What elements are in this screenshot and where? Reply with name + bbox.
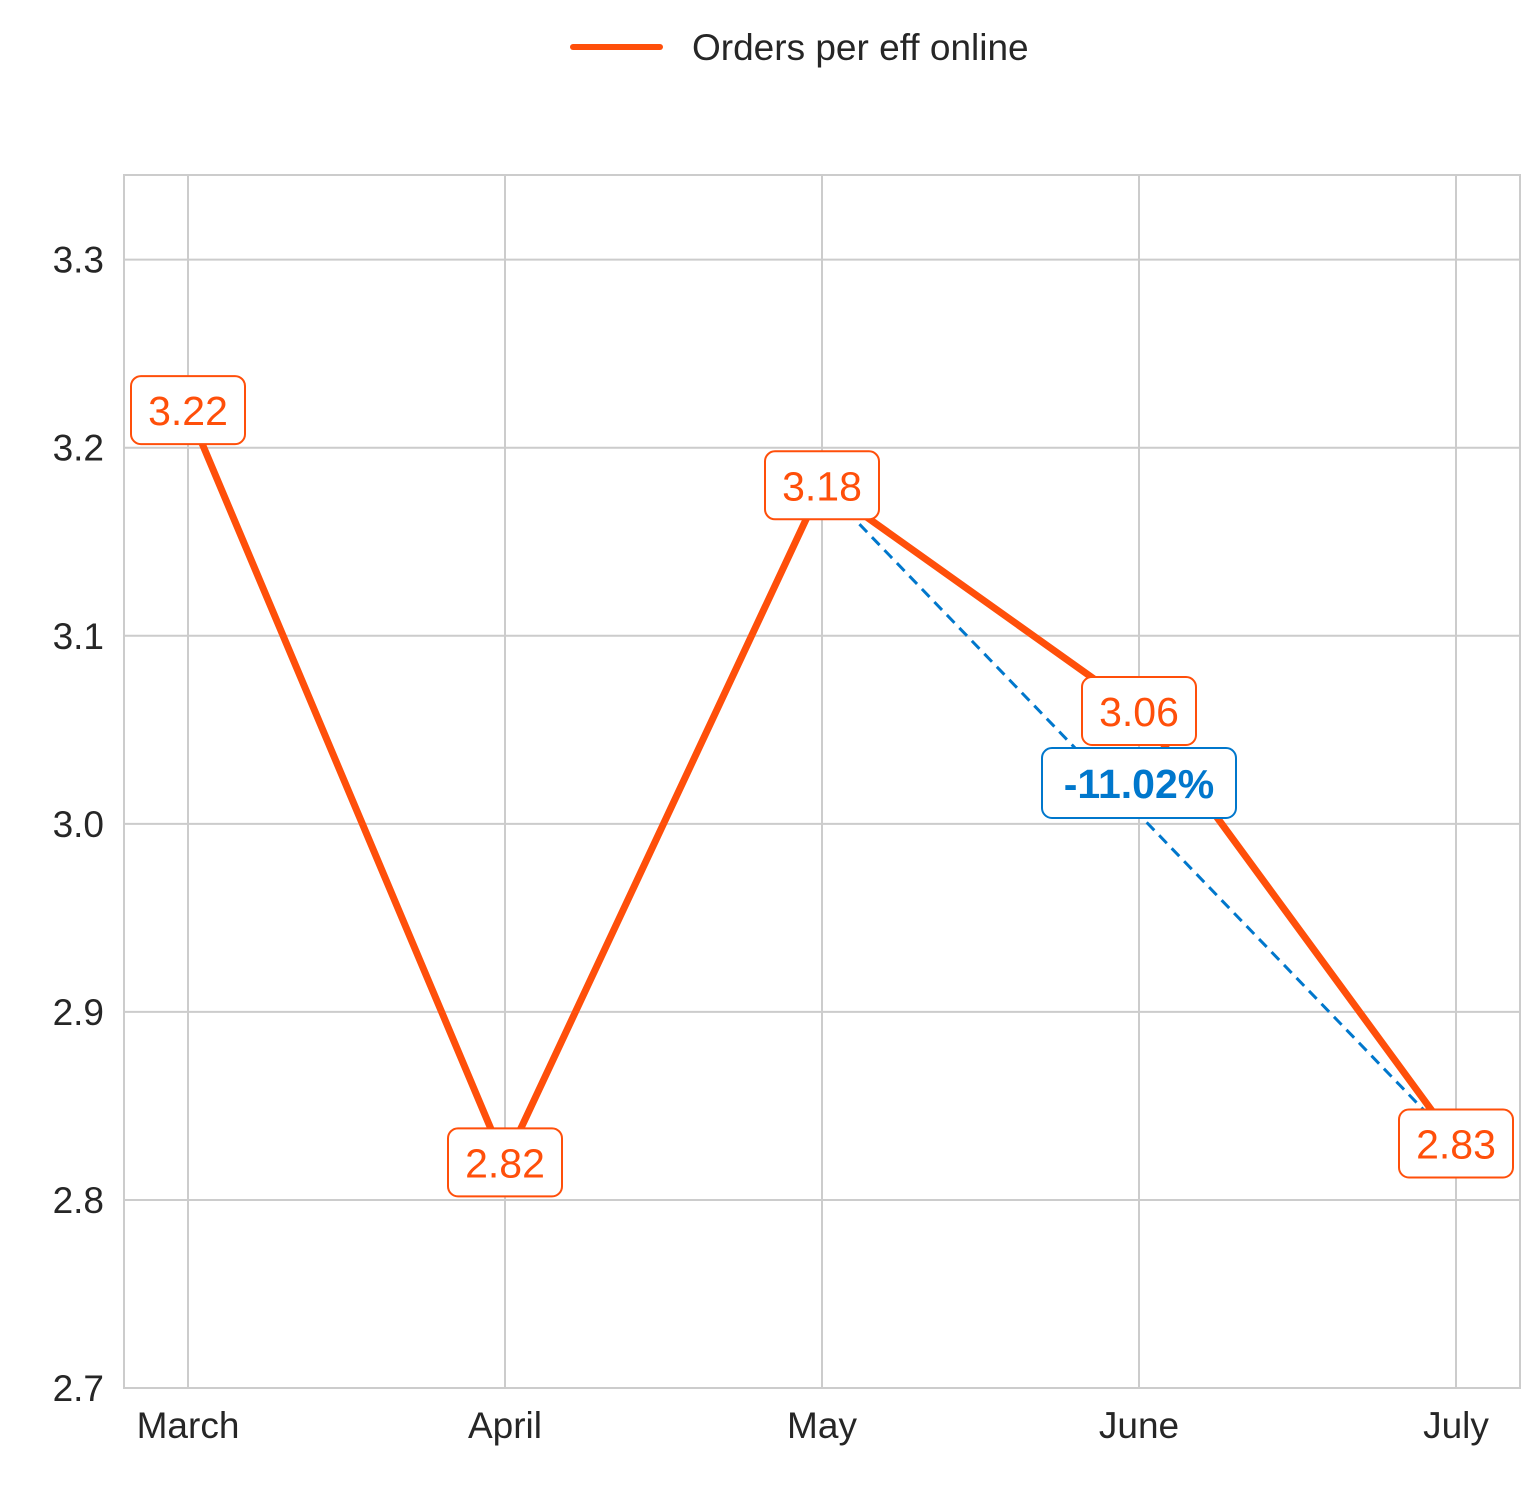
change-annotation-label: -11.02% [1064,761,1214,807]
y-tick-label: 2.8 [53,1180,104,1221]
x-axis-ticks: March April May June July [137,1405,1490,1446]
y-tick-label: 3.2 [53,428,104,469]
y-tick-label: 3.3 [53,240,104,281]
point-labels: 3.22 2.82 3.18 3.06 2.83 [130,375,1514,1198]
x-tick-label: March [137,1405,240,1446]
change-annotation-box [1041,747,1237,819]
point-label-box [447,1127,563,1198]
legend-label: Orders per eff online [692,27,1029,68]
point-label: 3.22 [148,388,228,434]
y-tick-label: 2.9 [53,992,104,1033]
x-tick-label: May [787,1405,857,1446]
x-tick-label: July [1423,1405,1489,1446]
y-tick-label: 3.0 [53,804,104,845]
y-tick-label: 2.7 [53,1368,104,1409]
point-label-box [130,375,246,446]
point-label: 2.83 [1416,1122,1496,1168]
point-label-box [1398,1108,1514,1179]
x-tick-label: June [1099,1405,1179,1446]
y-tick-label: 3.1 [53,616,104,657]
legend: Orders per eff online [570,27,1029,68]
point-label-box [764,450,880,521]
x-tick-label: April [468,1405,542,1446]
y-axis-ticks: 2.7 2.8 2.9 3.0 3.1 3.2 3.3 [53,240,104,1409]
point-label: 2.82 [465,1140,545,1186]
point-label-box [1081,675,1197,746]
point-label: 3.18 [782,463,862,509]
change-annotation: -11.02% [1041,747,1237,819]
point-label: 3.06 [1099,689,1179,735]
